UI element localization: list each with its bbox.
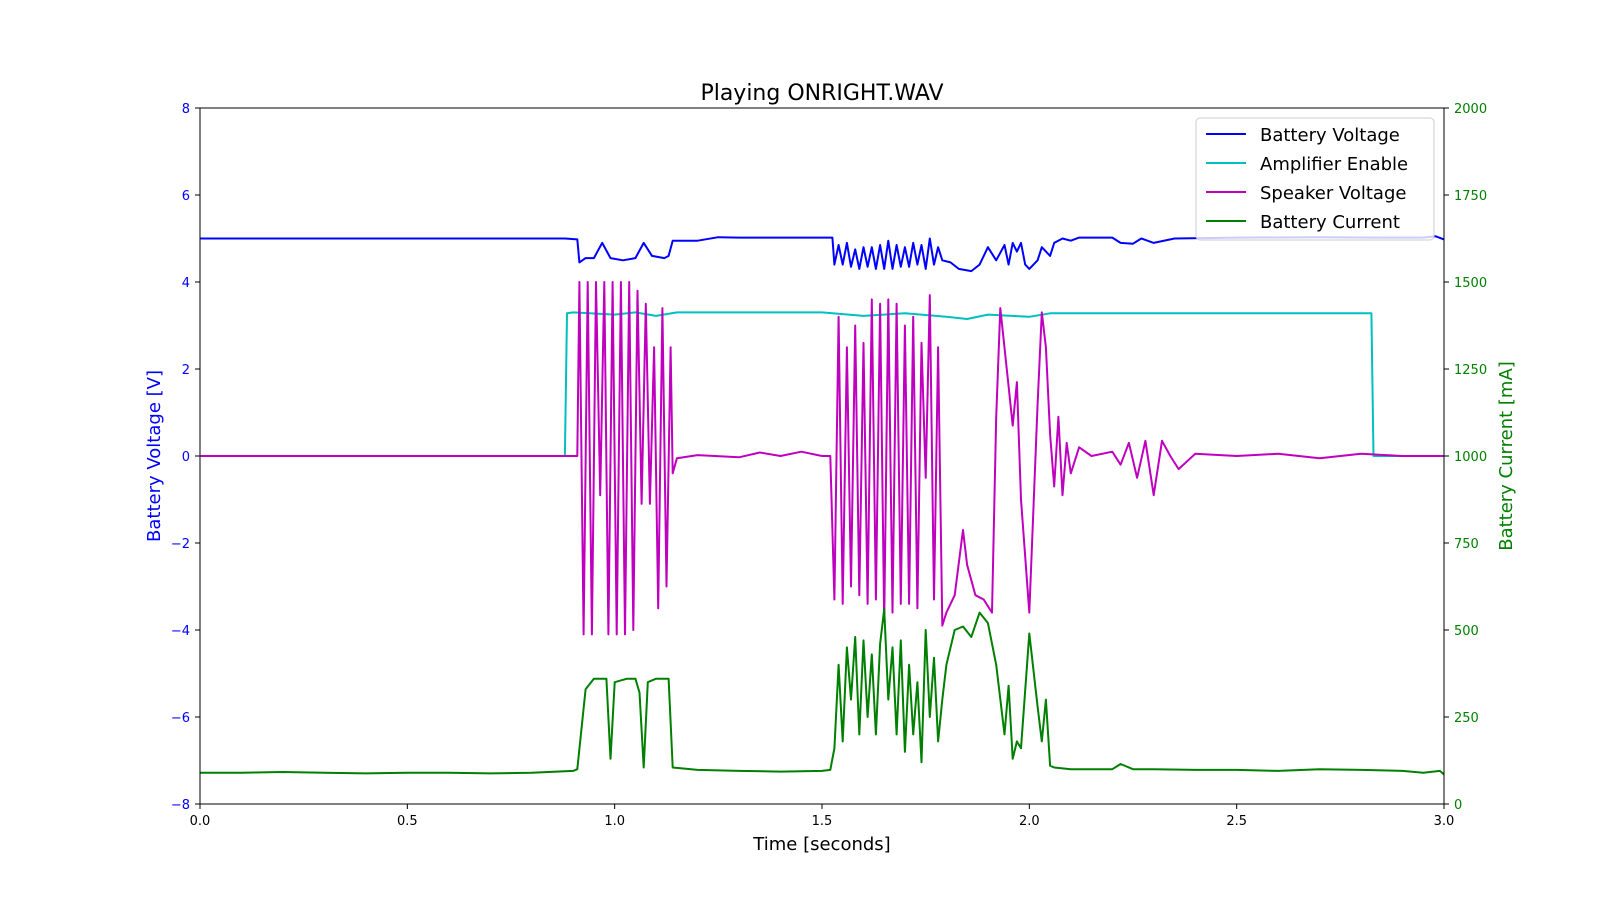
y-right-tick-label: 250 [1454, 711, 1479, 726]
ticks-layer: 0.0 0.5 1.0 1.5 2.0 2.5 3.0 −8 −6 −4 −2 0 2 4 6 8 0 250 50… [171, 102, 1487, 829]
y-right-tick-label: 500 [1454, 624, 1479, 639]
legend-entries: Battery Voltage Amplifier Enable Speaker V… [1206, 125, 1408, 233]
y-left-tick-label: 0 [182, 450, 190, 465]
y-axis-left-label: Battery Voltage [V] [144, 370, 165, 542]
legend-box [1195, 117, 1435, 241]
y-left-tick-label: 8 [182, 102, 190, 117]
y-right-tick-label: 1750 [1454, 189, 1487, 204]
x-tick-label: 0.0 [190, 814, 211, 829]
y-right-tick-label: 1250 [1454, 363, 1487, 378]
series-line-speaker-voltage [200, 281, 1444, 636]
y-left-tick-label: −4 [171, 624, 190, 639]
x-tick-label: 2.0 [1019, 814, 1040, 829]
x-tick-label: 1.0 [604, 814, 625, 829]
x-tick-label: 1.5 [812, 814, 833, 829]
y-left-tick-label: −8 [171, 798, 190, 813]
legend-label-amplifier-enable: Amplifier Enable [1260, 154, 1408, 175]
legend: Battery Voltage Amplifier Enable Speaker V… [1195, 117, 1435, 241]
x-tick-label: 0.5 [397, 814, 418, 829]
series-line-battery-current [200, 608, 1445, 776]
y-left-tick-label: 4 [182, 276, 190, 291]
series-line-battery-voltage [200, 235, 1445, 273]
chart-title: Playing ONRIGHT.WAV [700, 81, 943, 106]
y-left-tick-label: 2 [182, 363, 190, 378]
y-right-tick-label: 750 [1454, 537, 1479, 552]
series-layer [200, 235, 1445, 776]
y-left-tick-label: 6 [182, 189, 190, 204]
y-axis-right-label: Battery Current [mA] [1496, 361, 1517, 551]
y-right-tick-label: 1500 [1454, 276, 1487, 291]
x-axis-label: Time [seconds] [752, 834, 890, 855]
x-tick-label: 2.5 [1226, 814, 1247, 829]
y-right-tick-label: 0 [1454, 798, 1462, 813]
legend-label-battery-current: Battery Current [1260, 212, 1400, 233]
legend-label-battery-voltage: Battery Voltage [1260, 125, 1400, 146]
y-left-tick-label: −6 [171, 711, 190, 726]
series-line-amplifier-enable [200, 311, 1444, 457]
legend-label-speaker-voltage: Speaker Voltage [1260, 183, 1406, 204]
x-tick-label: 3.0 [1434, 814, 1455, 829]
y-right-tick-label: 2000 [1454, 102, 1487, 117]
y-right-tick-label: 1000 [1454, 450, 1487, 465]
y-left-tick-label: −2 [171, 537, 190, 552]
